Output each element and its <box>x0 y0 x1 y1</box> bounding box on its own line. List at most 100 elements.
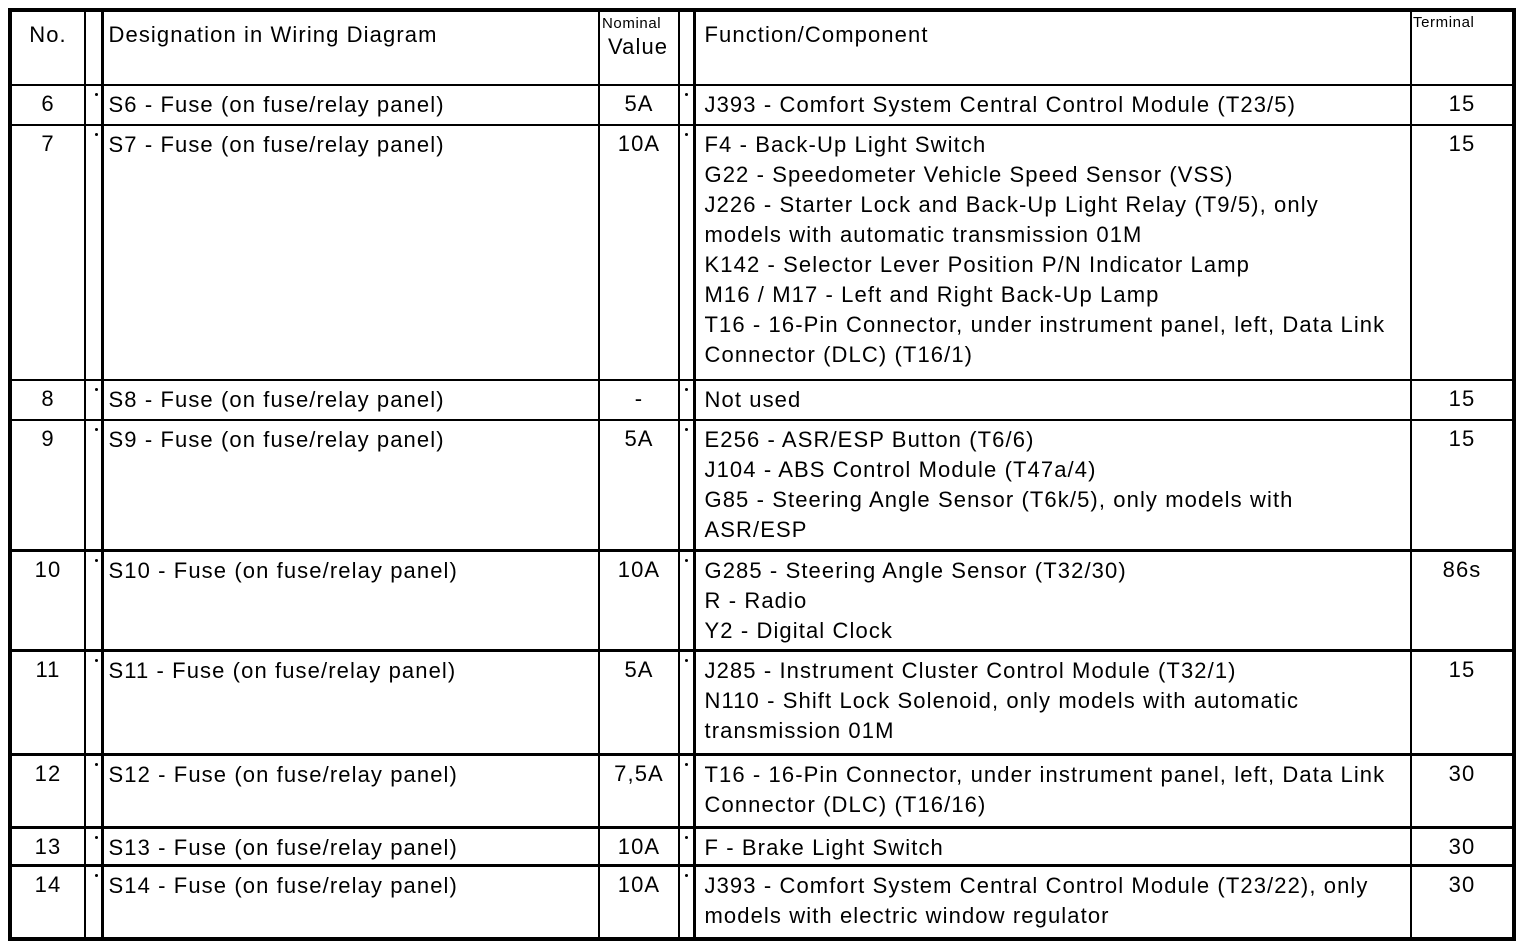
marker-cell <box>84 379 103 421</box>
terminal-cell: 15 <box>1410 84 1515 126</box>
row-marker-dot <box>684 835 688 839</box>
designation-cell: S6 - Fuse (on fuse/relay panel) <box>100 84 600 126</box>
designation-cell: S11 - Fuse (on fuse/relay panel) <box>100 648 600 755</box>
row-marker-dot <box>684 133 688 136</box>
header-marker-column <box>84 9 103 86</box>
terminal-cell: 86s <box>1410 548 1515 651</box>
marker-cell <box>84 84 103 126</box>
terminal-cell: 15 <box>1410 648 1515 755</box>
row-marker-dot <box>94 762 98 766</box>
header-terminal: Terminal <box>1410 9 1515 86</box>
fuse-number: 8 <box>9 379 86 421</box>
marker-cell <box>84 863 103 940</box>
terminal-cell: 30 <box>1410 825 1515 866</box>
marker-cell <box>84 825 103 866</box>
nominal-value-cell: 5A <box>598 648 680 755</box>
nominal-value-cell: 10A <box>598 124 680 381</box>
table-row: 10 S10 - Fuse (on fuse/relay panel) 10A … <box>9 548 1515 651</box>
header-marker-column <box>678 9 695 86</box>
function-component-cell: Not used <box>692 379 1412 421</box>
row-marker-dot <box>684 762 688 766</box>
marker-cell <box>678 379 695 421</box>
marker-cell <box>84 124 103 381</box>
row-marker-dot <box>684 428 688 431</box>
header-terminal-label: Terminal <box>1413 14 1475 31</box>
table-row: 12 S12 - Fuse (on fuse/relay panel) 7,5A… <box>9 752 1515 828</box>
marker-cell <box>678 648 695 755</box>
nominal-value-cell: 7,5A <box>598 752 680 828</box>
header-function-component: Function/Component <box>692 9 1412 86</box>
terminal-cell: 15 <box>1410 379 1515 421</box>
marker-cell <box>678 863 695 940</box>
row-marker-dot <box>94 835 98 839</box>
fuse-number: 14 <box>9 863 86 940</box>
table-row: 14 S14 - Fuse (on fuse/relay panel) 10A … <box>9 863 1515 940</box>
function-component-cell: F4 - Back-Up Light Switch G22 - Speedome… <box>692 124 1412 381</box>
row-marker-dot <box>684 388 688 391</box>
function-component-cell: T16 - 16-Pin Connector, under instrument… <box>692 752 1412 828</box>
nominal-value-cell: 10A <box>598 548 680 651</box>
table-header-row: No. Designation in Wiring Diagram Nomina… <box>9 9 1515 86</box>
marker-cell <box>84 548 103 651</box>
nominal-value-cell: 5A <box>598 84 680 126</box>
row-marker-dot <box>94 133 98 136</box>
row-marker-dot <box>94 558 98 562</box>
designation-cell: S13 - Fuse (on fuse/relay panel) <box>100 825 600 866</box>
terminal-cell: 15 <box>1410 124 1515 381</box>
marker-cell <box>84 648 103 755</box>
terminal-cell: 30 <box>1410 752 1515 828</box>
row-marker-dot <box>94 388 98 391</box>
row-marker-dot <box>684 658 688 662</box>
designation-cell: S7 - Fuse (on fuse/relay panel) <box>100 124 600 381</box>
header-nominal-line1: Nominal <box>602 15 662 32</box>
function-component-cell: G285 - Steering Angle Sensor (T32/30) R … <box>692 548 1412 651</box>
designation-cell: S8 - Fuse (on fuse/relay panel) <box>100 379 600 421</box>
header-nominal-line2: Value <box>608 34 669 59</box>
marker-cell <box>678 548 695 651</box>
table-row: 6 S6 - Fuse (on fuse/relay panel) 5A J39… <box>9 84 1515 126</box>
nominal-value-cell: - <box>598 379 680 421</box>
header-nominal-value: Nominal Value <box>598 9 680 86</box>
fuse-assignment-table: No. Designation in Wiring Diagram Nomina… <box>8 8 1516 941</box>
fuse-number: 10 <box>9 548 86 651</box>
marker-cell <box>678 84 695 126</box>
function-component-cell: F - Brake Light Switch <box>692 825 1412 866</box>
nominal-value-cell: 10A <box>598 825 680 866</box>
row-marker-dot <box>684 93 688 96</box>
terminal-cell: 30 <box>1410 863 1515 940</box>
row-marker-dot <box>94 428 98 431</box>
function-component-cell: J393 - Comfort System Central Control Mo… <box>692 84 1412 126</box>
table-row: 13 S13 - Fuse (on fuse/relay panel) 10A … <box>9 825 1515 866</box>
marker-cell <box>678 124 695 381</box>
terminal-cell: 15 <box>1410 419 1515 551</box>
fuse-number: 13 <box>9 825 86 866</box>
fuse-number: 7 <box>9 124 86 381</box>
table-row: 8 S8 - Fuse (on fuse/relay panel) - Not … <box>9 379 1515 421</box>
marker-cell <box>678 419 695 551</box>
header-designation: Designation in Wiring Diagram <box>100 9 600 86</box>
row-marker-dot <box>94 658 98 662</box>
designation-cell: S10 - Fuse (on fuse/relay panel) <box>100 548 600 651</box>
marker-cell <box>678 752 695 828</box>
table-row: 11 S11 - Fuse (on fuse/relay panel) 5A J… <box>9 648 1515 755</box>
nominal-value-cell: 10A <box>598 863 680 940</box>
header-no: No. <box>9 9 86 86</box>
fuse-number: 12 <box>9 752 86 828</box>
fuse-number: 6 <box>9 84 86 126</box>
fuse-number: 11 <box>9 648 86 755</box>
marker-cell <box>84 419 103 551</box>
table-row: 9 S9 - Fuse (on fuse/relay panel) 5A E25… <box>9 419 1515 551</box>
marker-cell <box>678 825 695 866</box>
fuse-number: 9 <box>9 419 86 551</box>
function-component-cell: J285 - Instrument Cluster Control Module… <box>692 648 1412 755</box>
row-marker-dot <box>94 873 98 877</box>
table-row: 7 S7 - Fuse (on fuse/relay panel) 10A F4… <box>9 124 1515 381</box>
designation-cell: S12 - Fuse (on fuse/relay panel) <box>100 752 600 828</box>
designation-cell: S14 - Fuse (on fuse/relay panel) <box>100 863 600 940</box>
function-component-cell: J393 - Comfort System Central Control Mo… <box>692 863 1412 940</box>
marker-cell <box>84 752 103 828</box>
row-marker-dot <box>94 93 98 96</box>
row-marker-dot <box>684 873 688 877</box>
row-marker-dot <box>684 558 688 562</box>
designation-cell: S9 - Fuse (on fuse/relay panel) <box>100 419 600 551</box>
